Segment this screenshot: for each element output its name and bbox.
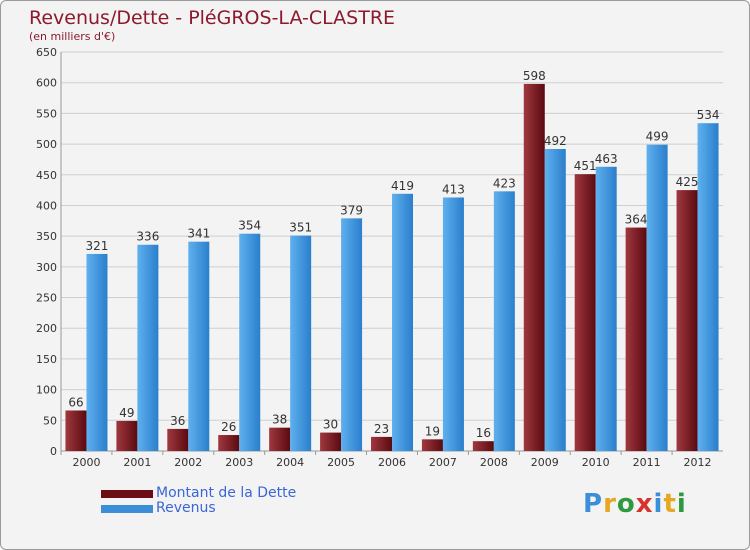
y-tick-label: 0 — [50, 445, 57, 458]
data-label-dette: 66 — [68, 395, 83, 409]
data-label-revenus: 499 — [646, 130, 669, 144]
data-label-dette: 598 — [523, 69, 546, 83]
bar-revenus — [341, 218, 363, 451]
data-label-revenus: 341 — [187, 227, 210, 241]
bar-revenus — [239, 233, 261, 451]
y-tick-label: 50 — [43, 414, 57, 427]
data-label-dette: 23 — [374, 422, 389, 436]
data-label-revenus: 419 — [391, 179, 414, 193]
x-tick-label: 2000 — [72, 456, 100, 469]
y-tick-label: 600 — [36, 77, 57, 90]
x-tick-label: 2010 — [582, 456, 610, 469]
bar-dette — [218, 435, 240, 451]
x-tick-label: 2009 — [531, 456, 559, 469]
data-label-dette: 364 — [625, 213, 648, 227]
bar-dette — [371, 436, 392, 451]
x-tick-label: 2008 — [480, 456, 508, 469]
y-tick-label: 500 — [36, 138, 57, 151]
data-label-dette: 19 — [425, 424, 440, 438]
x-tick-label: 2006 — [378, 456, 406, 469]
data-label-dette: 425 — [676, 175, 699, 189]
data-label-dette: 49 — [119, 406, 134, 420]
y-tick-label: 350 — [36, 230, 57, 243]
data-label-dette: 451 — [574, 159, 597, 173]
x-tick-label: 2002 — [174, 456, 202, 469]
y-tick-label: 300 — [36, 261, 57, 274]
data-label-revenus: 492 — [544, 134, 567, 148]
bar-revenus — [188, 241, 210, 451]
bar-revenus — [697, 123, 719, 452]
y-tick-label: 550 — [36, 107, 57, 120]
y-tick-label: 150 — [36, 353, 57, 366]
data-label-dette: 26 — [221, 420, 236, 434]
x-tick-label: 2005 — [327, 456, 355, 469]
y-tick-label: 650 — [36, 46, 57, 59]
legend-label-revenus: Revenus — [156, 500, 216, 516]
data-label-revenus: 463 — [595, 152, 618, 166]
bar-revenus — [595, 166, 617, 451]
bar-revenus — [493, 191, 515, 451]
data-label-revenus: 336 — [136, 230, 159, 244]
data-label-revenus: 413 — [442, 182, 465, 196]
bar-revenus — [86, 253, 108, 451]
bar-dette — [472, 441, 494, 451]
x-tick-label: 2007 — [429, 456, 457, 469]
data-label-dette: 38 — [272, 413, 287, 427]
x-tick-label: 2004 — [276, 456, 304, 469]
legend-swatch-dette — [101, 490, 153, 498]
proxiti-logo: Proxiti — [583, 489, 687, 519]
y-tick-label: 450 — [36, 169, 57, 182]
bar-revenus — [646, 144, 668, 451]
bar-dette — [320, 432, 342, 451]
data-label-revenus: 534 — [697, 108, 720, 122]
bar-dette — [269, 427, 291, 451]
x-tick-label: 2012 — [684, 456, 712, 469]
x-tick-label: 2003 — [225, 456, 253, 469]
data-label-dette: 30 — [323, 418, 338, 432]
x-tick-label: 2001 — [123, 456, 151, 469]
data-label-revenus: 379 — [340, 203, 363, 217]
bar-dette — [65, 410, 87, 451]
bar-dette — [116, 420, 138, 451]
bar-revenus — [392, 193, 413, 451]
bar-dette — [421, 439, 443, 451]
bar-revenus — [290, 235, 312, 451]
legend-label-dette: Montant de la Dette — [156, 485, 297, 501]
bar-dette — [625, 227, 647, 451]
data-label-revenus: 423 — [493, 176, 516, 190]
bar-revenus — [442, 197, 464, 451]
data-label-dette: 16 — [476, 426, 491, 440]
bar-revenus — [544, 148, 566, 452]
y-tick-label: 200 — [36, 322, 57, 335]
bar-dette — [523, 83, 545, 452]
data-label-revenus: 321 — [86, 239, 109, 253]
legend-swatch-revenus — [101, 505, 153, 513]
chart-title: Revenus/Dette - PléGROS-LA-CLASTRE — [29, 7, 396, 29]
bar-dette — [574, 174, 596, 451]
data-label-revenus: 351 — [289, 221, 312, 235]
x-tick-label: 2011 — [633, 456, 661, 469]
y-tick-label: 100 — [36, 384, 57, 397]
data-label-revenus: 354 — [238, 219, 261, 233]
bar-revenus — [137, 244, 159, 451]
y-tick-label: 400 — [36, 199, 57, 212]
bar-dette — [676, 190, 698, 451]
bar-dette — [167, 428, 189, 451]
chart-subtitle: (en milliers d'€) — [29, 30, 116, 43]
data-label-dette: 36 — [170, 414, 185, 428]
y-tick-label: 250 — [36, 292, 57, 305]
